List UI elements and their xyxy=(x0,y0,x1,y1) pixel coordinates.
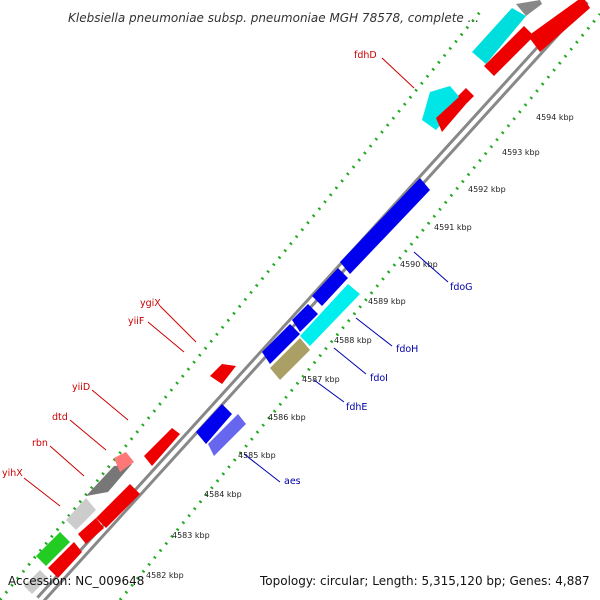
scale-tick-label: 4589 kbp xyxy=(368,297,406,306)
gene-block xyxy=(270,338,310,380)
gene-block xyxy=(36,532,70,566)
gene-label-rbn[interactable]: rbn xyxy=(32,438,48,449)
gene-block xyxy=(208,414,246,456)
scale-tick-label: 4585 kbp xyxy=(238,451,276,460)
gene-label-fdhE[interactable]: fdhE xyxy=(346,402,367,413)
gene-block xyxy=(422,86,462,130)
gene-block xyxy=(300,284,360,346)
scale-tick-label: 4582 kbp xyxy=(146,571,184,580)
outer-dot-track xyxy=(0,11,482,600)
gene-block xyxy=(196,404,232,444)
gene-block xyxy=(66,498,96,530)
scale-tick-label: 4592 kbp xyxy=(468,185,506,194)
minus-gene-labels: fdhD ygiX yiiF yiiD dtd rbn yihX xyxy=(2,50,415,507)
scale-ticks: 4582 kbp 4583 kbp 4584 kbp 4585 kbp 4586… xyxy=(146,113,574,580)
minus-strand-genes xyxy=(24,0,590,594)
gene-block xyxy=(340,178,430,274)
gene-label-dtd[interactable]: dtd xyxy=(52,412,68,423)
gene-block xyxy=(436,96,466,132)
scale-tick-label: 4583 kbp xyxy=(172,531,210,540)
gene-block xyxy=(472,8,526,64)
scale-tick-label: 4586 kbp xyxy=(268,413,306,422)
scale-tick-label: 4591 kbp xyxy=(434,223,472,232)
gene-block xyxy=(262,324,300,364)
scale-tick-label: 4590 kbp xyxy=(400,260,438,269)
gene-block xyxy=(144,428,180,466)
plus-strand-genes xyxy=(196,178,430,456)
gene-label-yiiD[interactable]: yiiD xyxy=(72,382,90,393)
gene-block xyxy=(312,268,348,306)
gene-block xyxy=(78,518,104,544)
gene-label-ygiX[interactable]: ygiX xyxy=(140,298,161,309)
inner-dot-track xyxy=(118,13,600,600)
scale-tick-label: 4593 kbp xyxy=(502,148,540,157)
scale-tick-label: 4594 kbp xyxy=(536,113,574,122)
topology-text: Topology: circular; Length: 5,315,120 bp… xyxy=(259,574,590,588)
scale-tick-label: 4588 kbp xyxy=(334,336,372,345)
gene-label-fdoH[interactable]: fdoH xyxy=(396,344,418,355)
gene-block xyxy=(96,484,140,528)
gene-block xyxy=(292,304,318,332)
scale-tick-label: 4587 kbp xyxy=(302,375,340,384)
scale-tick-label: 4584 kbp xyxy=(204,490,242,499)
gene-label-yiiF[interactable]: yiiF xyxy=(128,316,144,327)
gene-label-aes[interactable]: aes xyxy=(284,476,301,487)
plus-gene-labels: fdoG fdoH fdoI fdhE aes xyxy=(243,251,473,487)
map-title: Klebsiella pneumoniae subsp. pneumoniae … xyxy=(68,11,479,25)
gene-block xyxy=(484,26,534,76)
gene-label-fdhD[interactable]: fdhD xyxy=(354,50,377,61)
gene-block xyxy=(210,364,236,384)
accession-text: Accession: NC_009648 xyxy=(8,574,144,588)
gene-label-fdoG[interactable]: fdoG xyxy=(450,282,473,293)
gene-block xyxy=(86,464,132,496)
gene-block xyxy=(114,452,134,472)
gene-block xyxy=(516,0,542,16)
gene-label-fdoI[interactable]: fdoI xyxy=(370,373,388,384)
gene-block xyxy=(458,88,474,104)
gene-block xyxy=(24,570,48,594)
gene-block xyxy=(528,0,590,52)
gene-label-yihX[interactable]: yihX xyxy=(2,468,23,479)
gene-block xyxy=(48,542,82,578)
